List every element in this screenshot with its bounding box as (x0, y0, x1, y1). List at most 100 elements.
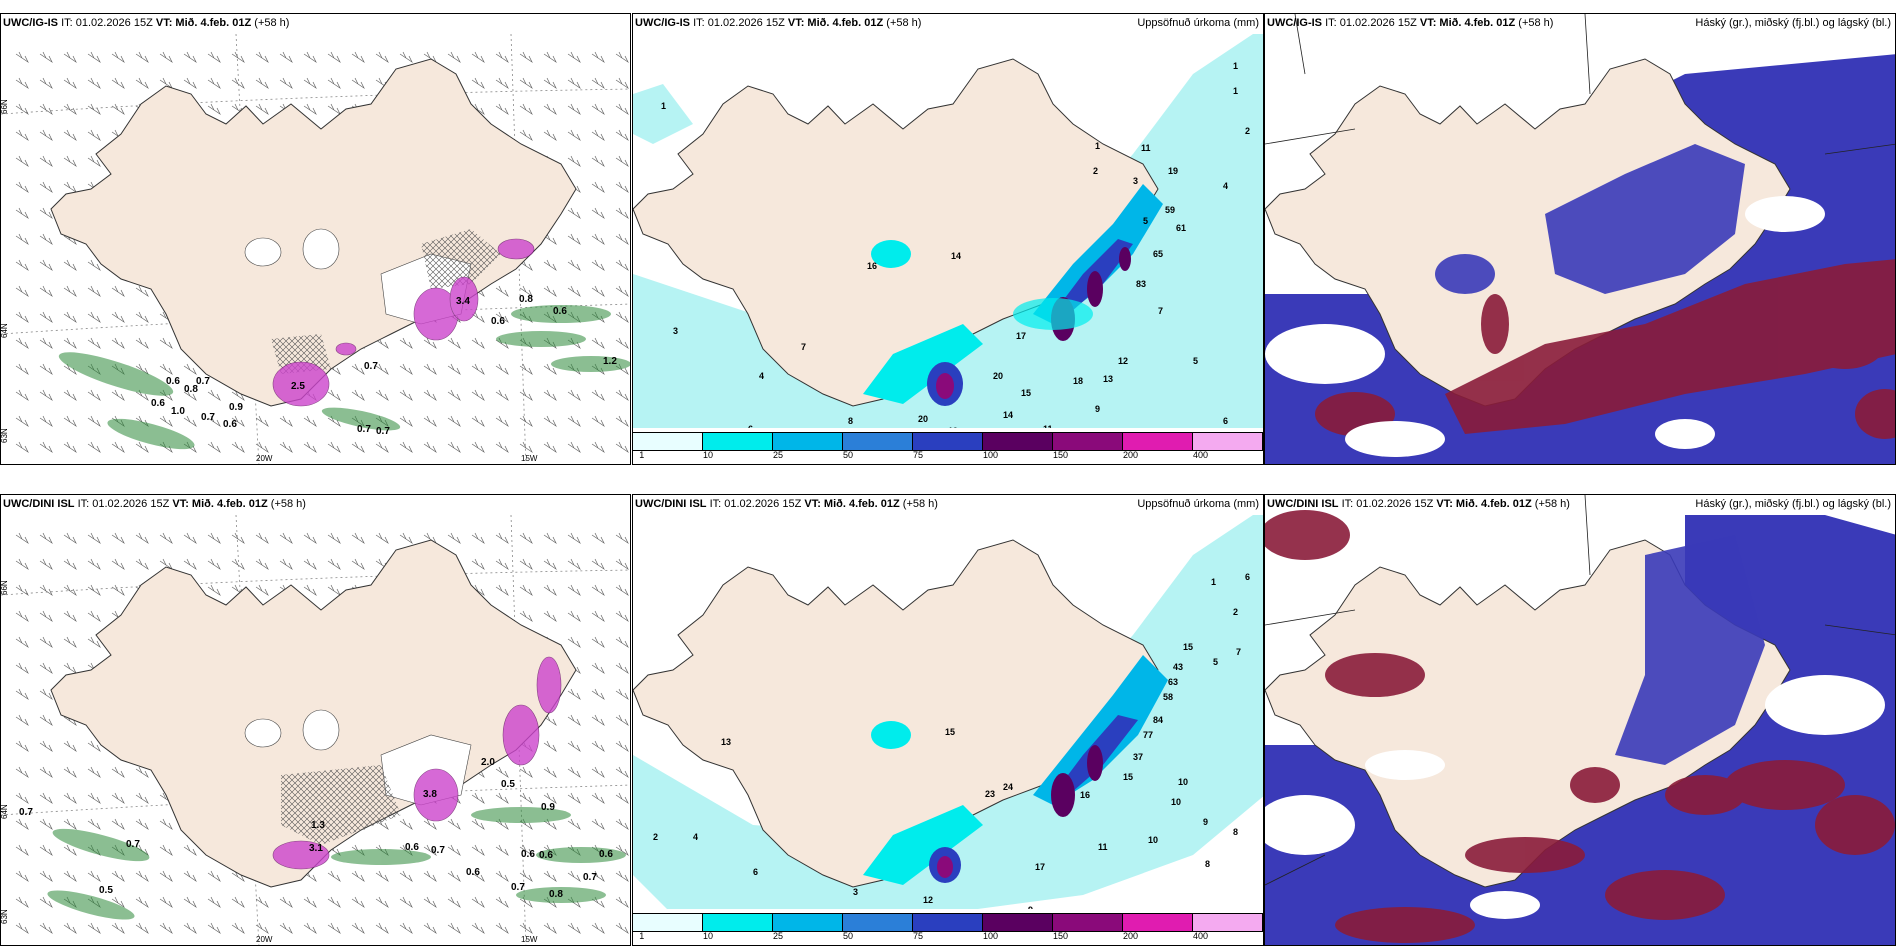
wind-barb (279, 77, 293, 90)
wind-barb (591, 337, 605, 350)
wind-barb (87, 337, 101, 350)
panel-clouds-dini: UWC/DINI ISL IT: 01.02.2026 15Z VT: Mið.… (1264, 494, 1896, 946)
wind-barb (87, 51, 101, 64)
wind-barb (39, 311, 53, 324)
wind-barb (231, 441, 245, 454)
wind-snow-map[interactable]: 0.8 0.6 0.6 1.2 0.7 0.6 0.7 0.8 0.9 1.0 … (1, 14, 631, 465)
wind-barb (207, 415, 221, 428)
cloud-map[interactable] (1265, 495, 1896, 946)
panel-title: UWC/DINI ISL IT: 01.02.2026 15Z VT: Mið.… (635, 498, 938, 510)
wind-barb (255, 584, 269, 597)
svg-text:9: 9 (1095, 404, 1100, 414)
precip-map[interactable]: 1 1 2 1 1 2 3 4 5 7 11 19 59 61 65 83 12… (633, 14, 1264, 465)
wind-barb (15, 688, 29, 701)
svg-text:0.6: 0.6 (151, 398, 165, 409)
wind-barb (591, 155, 605, 168)
wind-barb (591, 662, 605, 675)
legend-swatch (703, 433, 773, 450)
legend-tick: 25 (772, 931, 783, 941)
panel-title: UWC/DINI ISL IT: 01.02.2026 15Z VT: Mið.… (3, 498, 306, 510)
svg-text:4: 4 (1223, 181, 1228, 191)
wind-barb (567, 155, 581, 168)
legend-swatch (1053, 433, 1123, 450)
cloud-map[interactable] (1265, 14, 1896, 465)
wind-barb (543, 558, 557, 571)
wind-barb (87, 636, 101, 649)
wind-barb (471, 363, 485, 376)
wind-barb (15, 610, 29, 623)
wind-barb (111, 532, 125, 545)
wind-barb (447, 870, 461, 883)
wind-barb (111, 818, 125, 831)
svg-text:20W: 20W (256, 935, 273, 944)
svg-text:3: 3 (853, 887, 858, 897)
wind-barb (567, 740, 581, 753)
wind-barb (327, 922, 341, 935)
wind-barb (495, 285, 509, 298)
wind-barb (519, 610, 533, 623)
wind-barb (615, 558, 629, 571)
wind-snow-map[interactable]: 0.7 0.7 0.5 1.3 3.1 3.8 2.0 0.5 0.6 0.9 … (1, 495, 631, 946)
legend-tick: 10 (702, 931, 713, 941)
wind-barb (615, 818, 629, 831)
wind-barb (231, 532, 245, 545)
wind-barb (15, 714, 29, 727)
svg-text:0.5: 0.5 (501, 779, 515, 790)
wind-barb (15, 922, 29, 935)
wind-barb (279, 51, 293, 64)
wind-barb (39, 766, 53, 779)
legend-swatch (1123, 914, 1193, 931)
wind-barb (543, 441, 557, 454)
wind-barb (183, 896, 197, 909)
legend-swatch (983, 914, 1053, 931)
svg-text:7: 7 (1236, 647, 1241, 657)
wind-barb (591, 714, 605, 727)
precip-map[interactable]: 1 2 6 7 5 15 43 63 58 84 77 37 15 10 10 … (633, 495, 1264, 946)
wind-barb (423, 870, 437, 883)
wind-barb (15, 129, 29, 142)
wind-barb (15, 389, 29, 402)
wind-barb (567, 103, 581, 116)
wind-barb (591, 584, 605, 597)
svg-text:0.6: 0.6 (166, 376, 180, 387)
legend-swatch (843, 433, 913, 450)
wind-barb (87, 818, 101, 831)
wind-barb (615, 870, 629, 883)
wind-barb (15, 259, 29, 272)
wind-barb (351, 558, 365, 571)
wind-barb (615, 233, 629, 246)
wind-barb (495, 363, 509, 376)
legend-swatch (773, 433, 843, 450)
svg-text:13: 13 (721, 737, 731, 747)
wind-barb (591, 129, 605, 142)
legend-swatch (703, 914, 773, 931)
svg-text:1.3: 1.3 (311, 820, 325, 831)
wind-barb (615, 129, 629, 142)
wind-barb (87, 129, 101, 142)
wind-barb (543, 740, 557, 753)
wind-barb (15, 584, 29, 597)
svg-text:64N: 64N (1, 804, 9, 819)
svg-text:17: 17 (1035, 862, 1045, 872)
wind-barb (63, 740, 77, 753)
wind-barb (567, 818, 581, 831)
panel-title: UWC/IG-IS IT: 01.02.2026 15Z VT: Mið. 4.… (3, 17, 290, 29)
wind-barb (591, 688, 605, 701)
wind-barb (615, 766, 629, 779)
wind-barb (63, 389, 77, 402)
wind-barb (135, 922, 149, 935)
legend-tick: 1 (639, 450, 645, 460)
wind-barb (591, 818, 605, 831)
wind-barb (87, 389, 101, 402)
wind-barb (15, 558, 29, 571)
wind-barb (111, 285, 125, 298)
wind-barb (39, 740, 53, 753)
svg-text:20W: 20W (256, 454, 273, 463)
wind-barb (495, 51, 509, 64)
wind-barb (111, 311, 125, 324)
wind-barb (543, 51, 557, 64)
svg-text:8: 8 (848, 416, 853, 426)
wind-barb (87, 558, 101, 571)
wind-barb (303, 51, 317, 64)
wind-barb (63, 311, 77, 324)
